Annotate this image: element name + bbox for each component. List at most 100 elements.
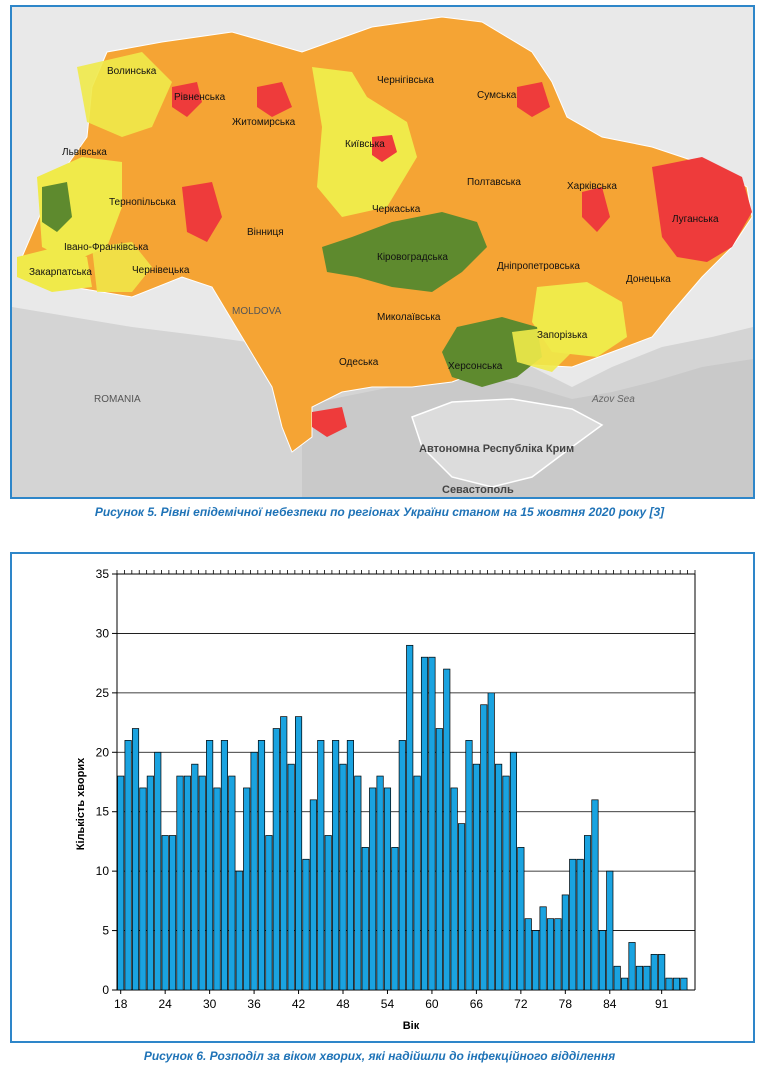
bar-age-64 (458, 823, 466, 991)
bar-age-42 (294, 716, 303, 991)
bar-age-18 (117, 775, 125, 991)
bar-age-92 (665, 977, 673, 991)
x-tick-label: 24 (158, 997, 172, 1011)
x-tick-label: 30 (203, 997, 217, 1011)
bar-age-22 (146, 775, 154, 991)
bar-age-59 (420, 656, 429, 991)
bar-age-40 (280, 716, 288, 991)
region-label-luhanska: Луганська (672, 214, 719, 225)
map-figure: Волинська Рівненська Житомирська Чернігі… (10, 5, 755, 499)
region-label-poltavska: Полтавська (467, 177, 521, 188)
bar-age-46 (324, 835, 332, 991)
bar-age-53 (376, 775, 384, 991)
bar-age-49 (346, 740, 354, 991)
bar-age-63 (450, 787, 458, 991)
age-histogram: 0 5 10 15 20 25 30 35 18 24 30 36 42 48 54 60 66 72 78 84 91… (75, 567, 696, 1032)
bar-age-58 (413, 775, 421, 991)
x-tick-label: 18 (114, 997, 128, 1011)
y-axis-title: Кількість хворих (75, 757, 87, 850)
bar-age-88 (635, 965, 643, 991)
bar-age-31 (213, 787, 221, 991)
crimea-label: Автономна Республіка Крим (419, 443, 574, 455)
bar-age-66 (472, 763, 480, 991)
x-tick-label: 60 (425, 997, 439, 1011)
bar-age-83 (598, 930, 606, 991)
region-label-rivnenska: Рівненська (174, 92, 226, 103)
figure5-caption: Рисунок 5. Рівні епідемічної небезпеки п… (94, 505, 665, 519)
bar-age-74 (532, 930, 540, 991)
country-label-moldova: MOLDOVA (232, 306, 282, 317)
region-label-zaporizka: Запорізька (537, 330, 588, 341)
bar-age-29 (198, 775, 206, 991)
region-label-ivano-frankivska: Івано-Франківська (64, 242, 149, 253)
bar-age-71 (509, 751, 518, 991)
bar-age-26 (176, 775, 184, 991)
bar-age-75 (539, 906, 547, 991)
bar-age-33 (228, 775, 236, 991)
bar-age-25 (169, 835, 177, 991)
region-label-chernihivska: Чернігівська (377, 75, 434, 86)
bar-age-91 (658, 953, 666, 991)
region-label-ternopilska: Тернопільська (109, 197, 176, 208)
figure6-caption: Рисунок 6. Розподіл за віком хворих, які… (143, 1049, 616, 1063)
bar-age-93 (672, 977, 681, 991)
x-tick-label: 91 (655, 997, 669, 1011)
region-label-chernivetska: Чернівецька (132, 265, 190, 276)
bar-age-48 (339, 763, 347, 991)
bar-age-23 (154, 751, 162, 991)
region-label-zhytomyrska: Житомирська (232, 117, 296, 128)
bar-age-81 (583, 835, 592, 991)
bar-age-70 (502, 775, 510, 991)
bar-age-30 (206, 740, 214, 991)
bar-age-47 (332, 740, 340, 991)
region-label-dnipropetrovska: Дніпропетровська (497, 261, 580, 272)
region-label-kharkivska: Харківська (567, 181, 617, 192)
bar-age-45 (317, 740, 325, 991)
bar-age-87 (628, 942, 636, 991)
bar-age-77 (554, 918, 562, 991)
bar-age-78 (561, 894, 569, 991)
x-tick-label: 36 (247, 997, 261, 1011)
y-tick-label: 30 (96, 626, 110, 640)
bar-age-61 (435, 728, 443, 991)
bar-age-27 (183, 775, 191, 991)
bar-age-94 (680, 977, 688, 991)
bar-age-56 (398, 740, 406, 991)
chart-figure: 0 5 10 15 20 25 30 35 18 24 30 36 42 48 54 60 66 72 78 84 91… (10, 552, 755, 1043)
bar-age-68 (487, 692, 495, 991)
bar-age-50 (354, 775, 362, 991)
x-tick-label: 78 (559, 997, 573, 1011)
bar-age-52 (369, 787, 377, 991)
bar-age-65 (465, 740, 473, 991)
y-tick-label: 35 (96, 567, 110, 581)
bar-age-73 (524, 918, 532, 991)
region-label-kirovohradska: Кіровоградська (377, 252, 448, 263)
bar-age-69 (495, 763, 503, 991)
x-axis-title: Вік (403, 1020, 420, 1032)
region-label-cherkaska: Черкаська (372, 204, 421, 215)
y-tick-label: 20 (96, 745, 110, 759)
region-label-sumska: Сумська (477, 90, 517, 101)
bar-age-76 (546, 918, 555, 991)
bar-age-37 (257, 740, 266, 991)
bar-age-67 (480, 704, 488, 991)
x-tick-label: 42 (292, 997, 306, 1011)
bar-age-20 (131, 728, 140, 991)
region-label-khersonska: Херсонська (448, 361, 503, 372)
chart-bars (117, 644, 688, 991)
y-tick-label: 15 (96, 805, 110, 819)
region-label-vinnytsia: Вінниця (247, 227, 284, 238)
region-label-lvivska: Львівська (62, 147, 107, 158)
chart-axes: 0 5 10 15 20 25 30 35 18 24 30 36 42 48 54 60 66 72 78 84 91 (96, 567, 696, 1011)
bar-age-32 (220, 740, 229, 991)
bar-age-54 (383, 787, 392, 991)
bar-age-51 (361, 847, 369, 991)
bar-age-84 (606, 870, 614, 991)
bar-age-19 (124, 740, 132, 991)
bar-age-41 (287, 763, 295, 991)
x-tick-label: 48 (336, 997, 350, 1011)
region-label-odeska: Одеська (339, 357, 379, 368)
region-label-volynska: Волинська (107, 66, 157, 77)
bar-age-89 (643, 965, 651, 991)
bar-age-28 (191, 763, 199, 991)
